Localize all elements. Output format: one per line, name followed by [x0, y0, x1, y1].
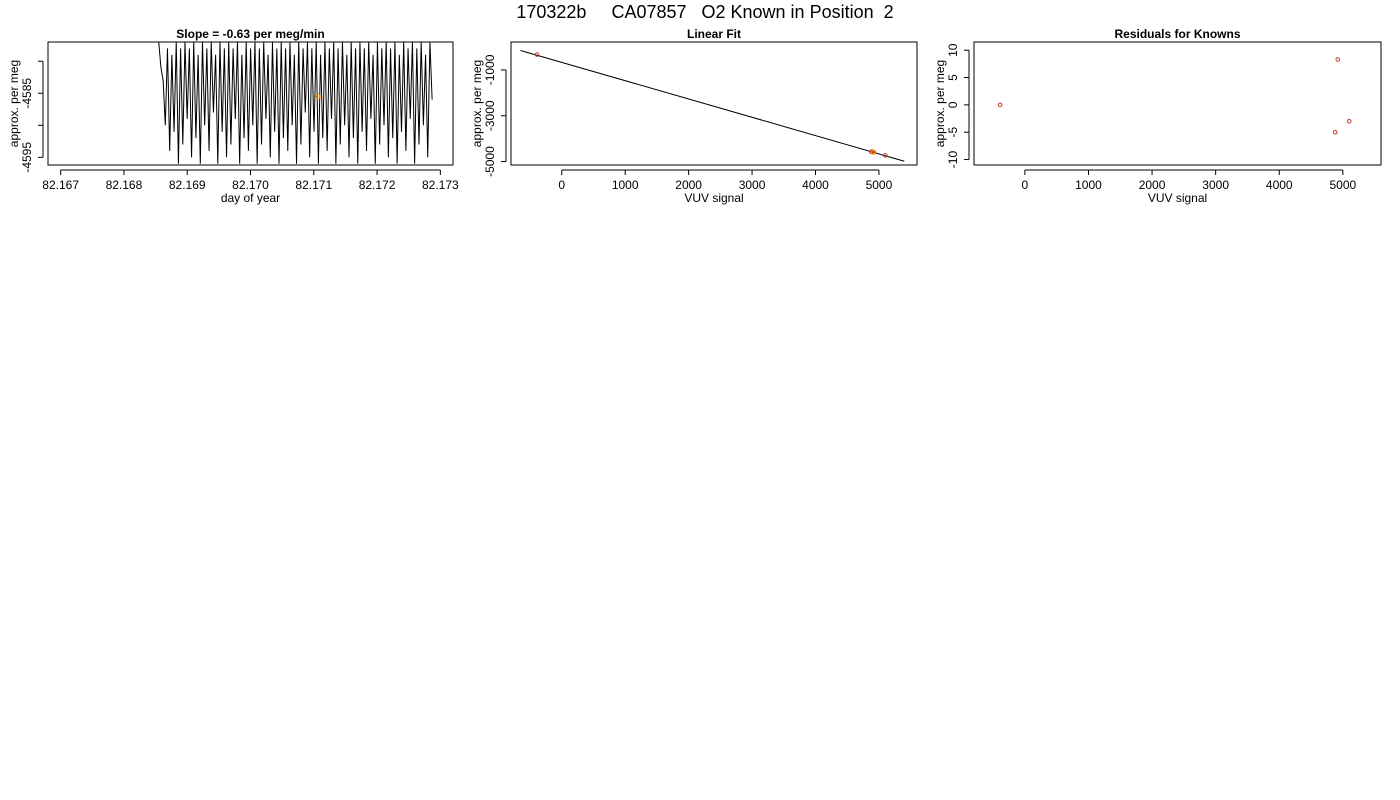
plot-area: [158, 42, 433, 164]
data-point: [534, 52, 540, 57]
fit-line: [520, 49, 905, 162]
x-tick-label: 1000: [1075, 178, 1102, 192]
x-axis-label: VUV signal: [684, 191, 743, 205]
plot-frame: [973, 41, 1382, 166]
highlight-point: [315, 93, 321, 100]
y-tick-label: -4585: [20, 78, 34, 109]
x-tick-label: 2000: [675, 178, 702, 192]
x-tick-label: 82.168: [106, 178, 143, 192]
x-tick-label: 82.172: [359, 178, 396, 192]
x-tick-label: 5000: [1329, 178, 1356, 192]
data-point: [1346, 118, 1352, 124]
panel-title: Slope = -0.63 per meg/min: [176, 27, 324, 41]
y-tick-label: -4595: [20, 142, 34, 173]
y-axis-label: approx. per meg: [7, 60, 21, 147]
x-tick-label: 0: [1022, 178, 1029, 192]
panel-title: Residuals for Knowns: [1114, 27, 1240, 41]
x-tick-label: 4000: [1266, 178, 1293, 192]
x-tick-label: 3000: [1202, 178, 1229, 192]
panel-linear-fit: Linear Fit 0 1000 2000 3000 4000 5000 VUV signa…: [470, 27, 918, 205]
x-tick-label: 82.171: [295, 178, 332, 192]
y-tick-label: 0: [946, 101, 960, 108]
figure-title: 170322b CA07857 O2 Known in Position 2: [516, 2, 893, 22]
plot-frame: [47, 41, 454, 166]
y-axis-label: approx. per meg: [470, 60, 484, 147]
y-tick-label: -3000: [483, 100, 497, 131]
data-point: [1335, 57, 1341, 62]
y-tick-label: 5: [946, 74, 960, 81]
x-axis-label: day of year: [221, 191, 280, 205]
data-point: [997, 102, 1003, 108]
x-axis-label: VUV signal: [1148, 191, 1207, 205]
x-tick-label: 1000: [612, 178, 639, 192]
x-tick-label: 82.173: [422, 178, 459, 192]
x-tick-label: 2000: [1139, 178, 1166, 192]
y-tick-label: -10: [946, 151, 960, 169]
data-point: [882, 153, 888, 158]
y-tick-label: -5000: [483, 146, 497, 177]
highlight-point: [870, 149, 876, 155]
x-tick-label: 82.167: [42, 178, 79, 192]
x-tick-label: 0: [558, 178, 565, 192]
panel-title: Linear Fit: [687, 27, 741, 41]
x-tick-label: 3000: [739, 178, 766, 192]
panel-residuals: Residuals for Knowns 0 1000 2000 3000 4000 500…: [933, 27, 1382, 205]
y-tick-label: 10: [946, 43, 960, 57]
y-tick-label: -5: [946, 127, 960, 138]
series-line: [158, 42, 433, 164]
data-point: [1332, 129, 1338, 135]
y-axis-label: approx. per meg: [933, 60, 947, 147]
x-tick-label: 5000: [866, 178, 893, 192]
plot-area: [997, 57, 1352, 135]
plot-frame: [510, 41, 918, 166]
x-tick-label: 82.169: [169, 178, 206, 192]
panel-slope-trace: Slope = -0.63 per meg/min 82.167 82.168 82.…: [7, 27, 459, 205]
plot-area: [520, 49, 905, 162]
x-tick-label: 4000: [802, 178, 829, 192]
x-tick-label: 82.170: [232, 178, 269, 192]
y-tick-label: -1000: [483, 54, 497, 85]
